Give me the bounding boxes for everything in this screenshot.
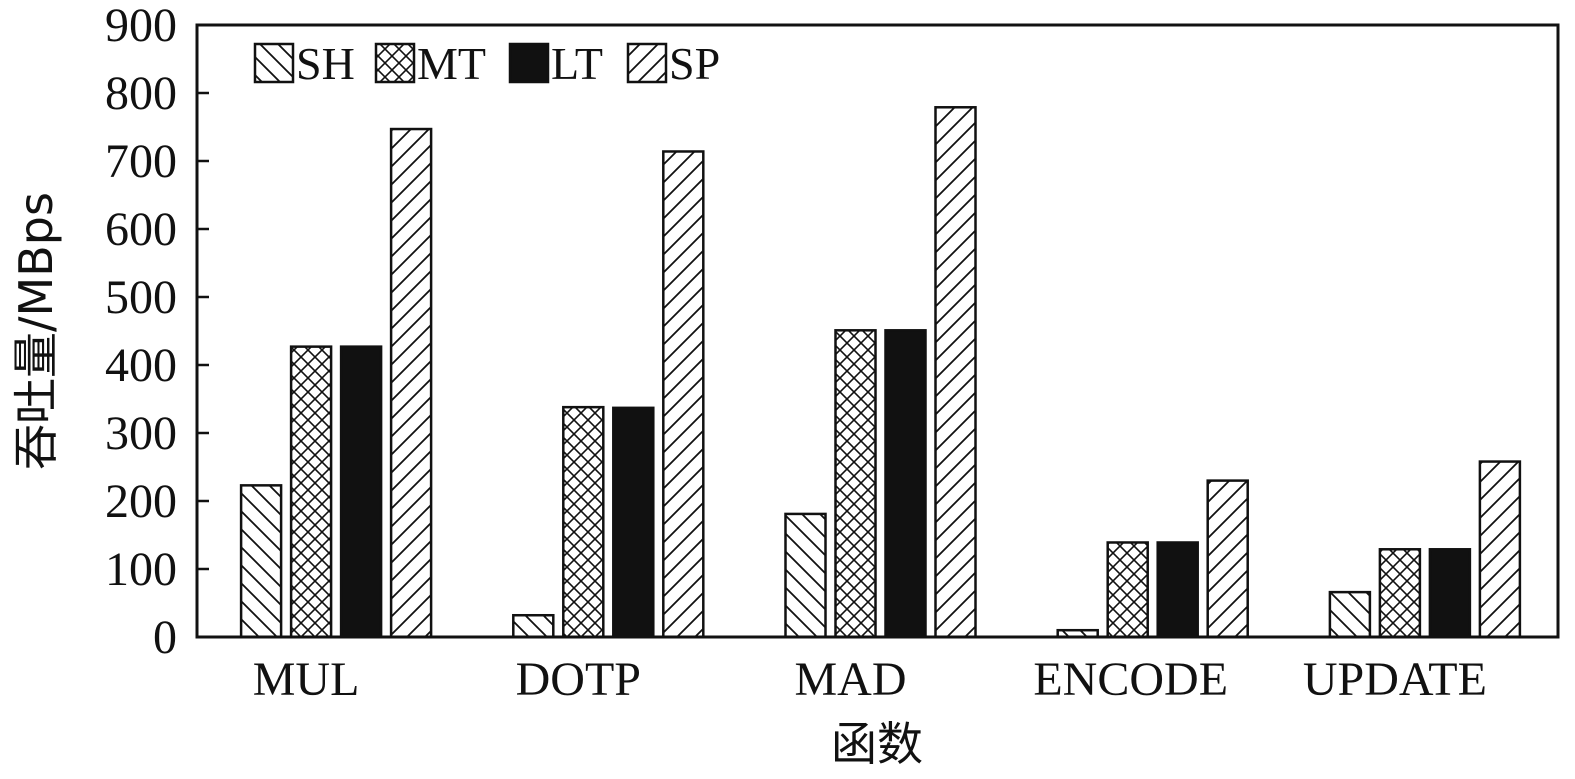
y-tick-label: 200 xyxy=(105,475,177,528)
x-axis-labels: MUL DOTP MAD ENCODE UPDATE xyxy=(253,653,1487,706)
bar-lt-update xyxy=(1428,548,1472,639)
bar-sp-dotp xyxy=(662,150,705,639)
bar-sp-mul xyxy=(389,127,433,639)
legend-label-lt: LT xyxy=(551,38,603,89)
x-tick-label: UPDATE xyxy=(1303,653,1487,706)
y-axis-ticks: 0 100 200 300 400 500 600 700 800 900 xyxy=(105,0,209,664)
bar-lt-mad xyxy=(884,329,927,639)
y-tick-label: 900 xyxy=(105,0,177,52)
bar-sh-dotp xyxy=(512,613,555,639)
legend-label-sh: SH xyxy=(296,38,355,89)
y-tick-label: 600 xyxy=(105,203,177,256)
x-tick-label: MAD xyxy=(794,653,906,706)
legend-swatch-sp xyxy=(626,42,668,84)
bar-lt-dotp xyxy=(612,406,655,639)
bar-mt-mul xyxy=(289,345,333,639)
bar-lt-encode xyxy=(1156,541,1199,639)
bar-lt-mul xyxy=(339,345,383,639)
bar-sh-mul xyxy=(239,484,283,639)
legend-swatch-lt xyxy=(508,42,550,84)
y-tick-label: 500 xyxy=(105,271,177,324)
bar-mt-mad xyxy=(834,329,877,639)
y-tick-label: 800 xyxy=(105,67,177,120)
y-tick-label: 700 xyxy=(105,135,177,188)
x-tick-label: ENCODE xyxy=(1033,653,1228,706)
y-tick-label: 400 xyxy=(105,339,177,392)
plot-area-frame xyxy=(195,23,1560,639)
legend: SH MT LT SP xyxy=(253,38,720,89)
y-tick-label: 100 xyxy=(105,543,177,596)
legend-label-mt: MT xyxy=(417,38,486,89)
x-tick-label: DOTP xyxy=(516,653,641,706)
bar-sp-mad xyxy=(934,106,977,639)
bars-group xyxy=(239,106,1522,639)
y-tick-label: 300 xyxy=(105,407,177,460)
bar-sh-update xyxy=(1328,590,1372,639)
bar-sp-update xyxy=(1478,460,1522,639)
y-tick-label: 0 xyxy=(153,611,177,664)
legend-swatch-sh xyxy=(253,42,295,84)
x-tick-label: MUL xyxy=(253,653,360,706)
legend-swatch-mt xyxy=(374,42,416,84)
bar-sp-encode xyxy=(1206,479,1249,639)
bar-mt-dotp xyxy=(562,405,605,639)
bar-mt-encode xyxy=(1106,541,1149,639)
bar-mt-update xyxy=(1378,548,1422,639)
y-axis-title: 吞吐量/MBps xyxy=(9,192,63,470)
bar-sh-mad xyxy=(784,512,827,639)
x-axis-title: 函数 xyxy=(831,717,923,771)
legend-label-sp: SP xyxy=(669,38,720,89)
